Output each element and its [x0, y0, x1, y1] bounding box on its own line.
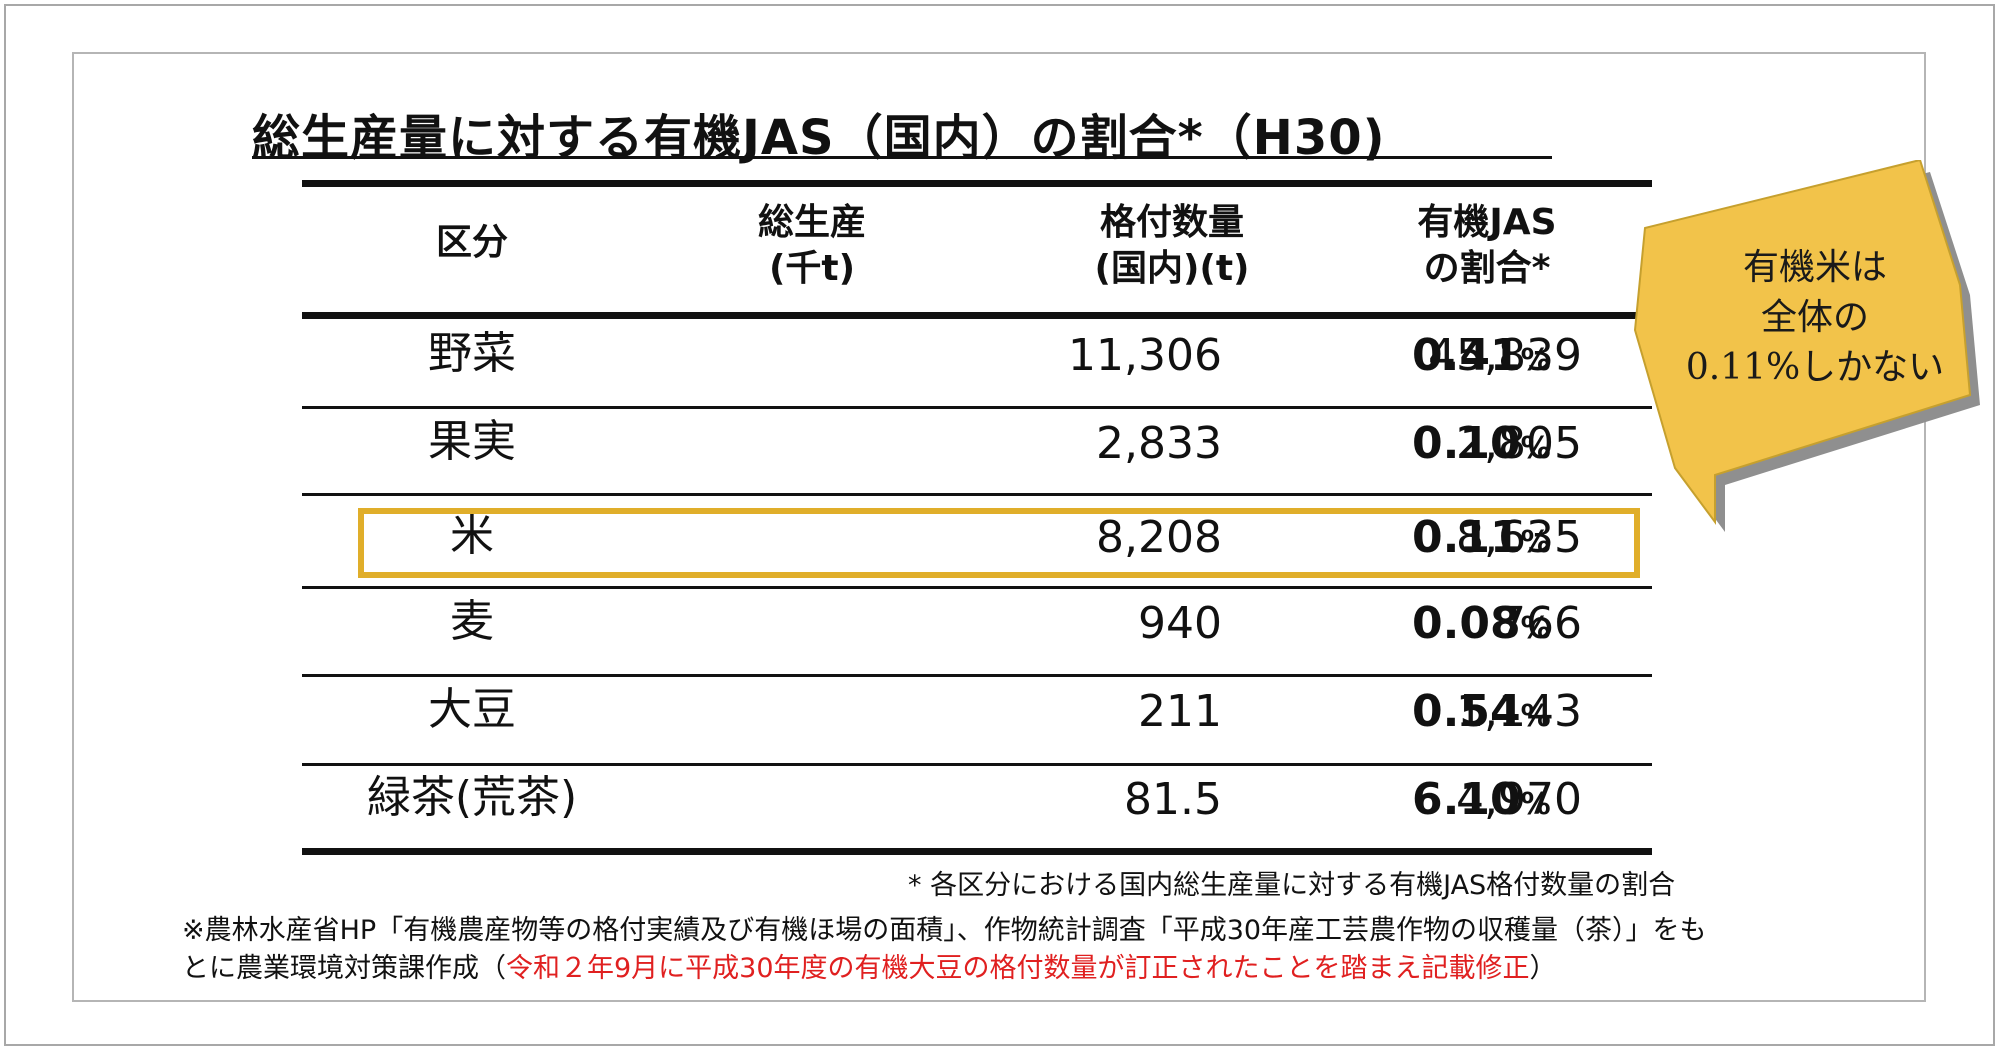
row-divider: [302, 406, 1652, 409]
header-total-production: 総生産 (千t): [757, 202, 866, 289]
row-divider: [302, 586, 1652, 589]
row-category: 大豆: [428, 684, 516, 735]
row-total: 940: [1138, 598, 1222, 649]
row-total: 2,833: [1096, 418, 1222, 469]
row-total: 211: [1138, 686, 1222, 737]
row-divider: [302, 763, 1652, 766]
slide: [72, 52, 1926, 1002]
row-total: 81.5: [1124, 774, 1222, 825]
row-graded: 4,970: [1456, 774, 1582, 825]
table-bottom-rule: [302, 848, 1652, 855]
row-divider: [302, 674, 1652, 677]
header-bottom-rule: [302, 312, 1652, 319]
row-graded: 45,839: [1428, 330, 1582, 381]
row-ratio: 0.41%: [1412, 330, 1551, 381]
header-category: 区分: [435, 222, 508, 263]
row-divider: [302, 493, 1652, 496]
correction-note: 令和２年9月に平成30年度の有機大豆の格付数量が訂正されたことを踏まえ記載修正: [506, 953, 1530, 984]
header-graded-quantity: 格付数量 (国内)(t): [1094, 202, 1250, 289]
row-ratio: 0.08%: [1412, 598, 1551, 649]
row-ratio: 0.10%: [1412, 418, 1551, 469]
row-category: 緑茶(荒茶): [366, 772, 578, 823]
callout-bubble: [1633, 160, 1980, 532]
row-category: 果実: [428, 416, 516, 467]
row-ratio: 6.10%: [1412, 774, 1551, 825]
source-line2: とに農業環境対策課作成（令和２年9月に平成30年度の有機大豆の格付数量が訂正され…: [182, 953, 1557, 984]
source-note: ※農林水産省HP「有機農産物等の格付実績及び有機ほ場の面積」、作物統計調査「平成…: [182, 912, 1707, 988]
callout-shape: [1633, 160, 1972, 526]
row-category: 野菜: [428, 328, 516, 379]
table-top-rule: [302, 180, 1652, 187]
row-ratio: 0.54%: [1412, 686, 1551, 737]
row-graded: 2,805: [1456, 418, 1582, 469]
row-graded: 1,143: [1456, 686, 1582, 737]
header-organic-jas-ratio: 有機JAS の割合*: [1417, 202, 1557, 289]
title-underline: [252, 156, 1552, 159]
row-category: 麦: [450, 596, 494, 647]
row-total: 11,306: [1068, 330, 1222, 381]
callout-text: 有機米は 全体の 0.11%しかない: [1685, 247, 1945, 388]
row-ratio: 0.11%: [1412, 512, 1551, 563]
row-graded: 8,635: [1456, 512, 1582, 563]
footnote: * 各区分における国内総生産量に対する有機JAS格付数量の割合: [908, 870, 1676, 901]
rice-row-highlight: [358, 508, 1640, 578]
outer-frame: [4, 4, 1995, 1046]
source-line1: ※農林水産省HP「有機農産物等の格付実績及び有機ほ場の面積」、作物統計調査「平成…: [182, 915, 1707, 946]
row-total: 8,208: [1096, 512, 1222, 563]
row-category: 米: [450, 510, 494, 561]
row-graded: 766: [1498, 598, 1582, 649]
